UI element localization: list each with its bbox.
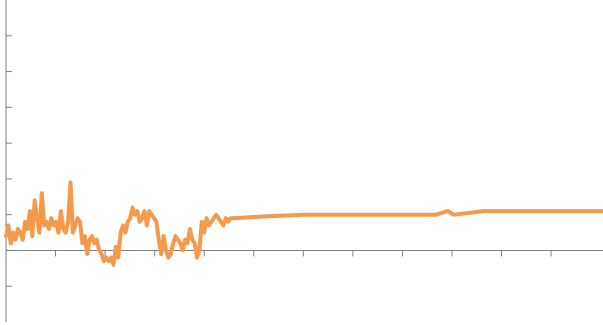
series-line-0: [4, 180, 235, 267]
series-line-1: [230, 209, 603, 221]
